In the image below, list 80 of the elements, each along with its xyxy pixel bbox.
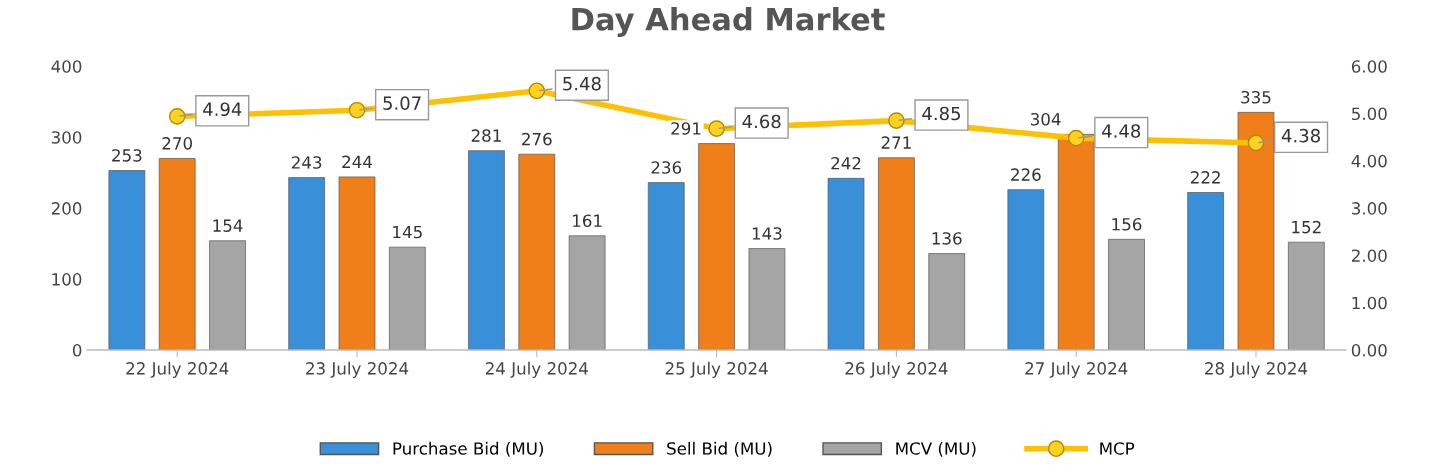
data-label: 5.48 — [563, 76, 601, 91]
data-label: 143 — [752, 227, 782, 240]
bar — [518, 153, 556, 351]
bar — [209, 240, 246, 351]
bar — [1287, 241, 1325, 351]
bar — [1108, 238, 1145, 351]
data-label: 253 — [112, 149, 142, 162]
x-tick-label: 23 July 2024 — [306, 361, 409, 378]
data-label: 4.85 — [922, 106, 961, 121]
bar — [1237, 111, 1275, 351]
data-label: 291 — [671, 122, 701, 135]
bar — [1057, 133, 1095, 351]
bar — [389, 246, 426, 351]
bar — [878, 157, 915, 351]
legend-label: Purchase Bid (MU) — [393, 441, 544, 457]
point — [1247, 134, 1265, 152]
data-label: 154 — [213, 219, 243, 232]
legend-label: MCV (MU) — [896, 441, 976, 457]
data-label: 281 — [471, 129, 501, 142]
bar — [568, 235, 606, 351]
bar — [158, 158, 196, 351]
data-label: 4.48 — [1102, 124, 1141, 138]
x-tick-label: 26 July 2024 — [845, 361, 948, 378]
point — [528, 82, 546, 100]
bar — [338, 176, 376, 351]
y-tick-label: 0 — [72, 343, 82, 357]
data-label: 152 — [1292, 220, 1321, 234]
data-label: 304 — [1030, 112, 1061, 126]
x-tick-label: 25 July 2024 — [665, 361, 768, 378]
point — [348, 101, 366, 119]
bar — [748, 248, 786, 351]
x-tick-label: 27 July 2024 — [1025, 361, 1128, 378]
bar — [1007, 189, 1045, 351]
point — [168, 108, 186, 125]
x-tick-label: 22 July 2024 — [126, 361, 229, 378]
bar — [1187, 192, 1224, 351]
data-label: 236 — [651, 161, 682, 174]
y2-tick-label: 1.00 — [1352, 296, 1387, 310]
bar — [698, 143, 735, 351]
point — [888, 112, 905, 129]
y-tick-label: 200 — [51, 202, 82, 215]
data-label: 156 — [1112, 217, 1142, 231]
data-label: 4.38 — [1281, 128, 1320, 143]
bar — [468, 150, 505, 351]
data-label: 270 — [162, 137, 192, 150]
chart-title: Day Ahead Market — [572, 7, 885, 37]
data-label: 145 — [393, 225, 422, 239]
data-label: 5.07 — [383, 96, 421, 110]
data-label: 335 — [1241, 90, 1271, 104]
data-label: 136 — [932, 232, 962, 245]
y-tick-label: 100 — [52, 273, 82, 286]
point — [1067, 129, 1085, 147]
y2-tick-label: 0.00 — [1351, 343, 1387, 357]
data-label: 242 — [831, 156, 861, 170]
data-label: 222 — [1190, 171, 1220, 184]
x-tick-label: 28 July 2024 — [1205, 361, 1308, 378]
legend-label: Sell Bid (MU) — [667, 441, 772, 457]
data-label: 244 — [342, 155, 372, 168]
bar — [827, 177, 865, 351]
bar — [928, 253, 966, 351]
data-label: 161 — [573, 214, 602, 228]
data-label: 226 — [1011, 168, 1041, 181]
y2-tick-label: 4.00 — [1351, 154, 1387, 168]
data-label: 4.94 — [203, 102, 242, 117]
data-label: 276 — [522, 132, 552, 146]
data-label: 243 — [291, 156, 322, 169]
y2-tick-label: 2.00 — [1351, 249, 1387, 262]
y-tick-label: 300 — [51, 131, 82, 144]
y2-tick-label: 6.00 — [1351, 60, 1387, 73]
point — [708, 120, 725, 137]
data-label: 4.68 — [742, 114, 781, 129]
y2-tick-label: 5.00 — [1352, 107, 1387, 121]
bar — [647, 182, 685, 351]
x-tick-label: 24 July 2024 — [485, 361, 588, 378]
data-label: 271 — [881, 136, 911, 149]
bar — [288, 177, 325, 351]
legend-label: MCP — [1100, 442, 1135, 455]
bar — [108, 170, 146, 351]
y2-tick-label: 3.00 — [1352, 202, 1387, 215]
y-tick-label: 400 — [51, 60, 82, 73]
